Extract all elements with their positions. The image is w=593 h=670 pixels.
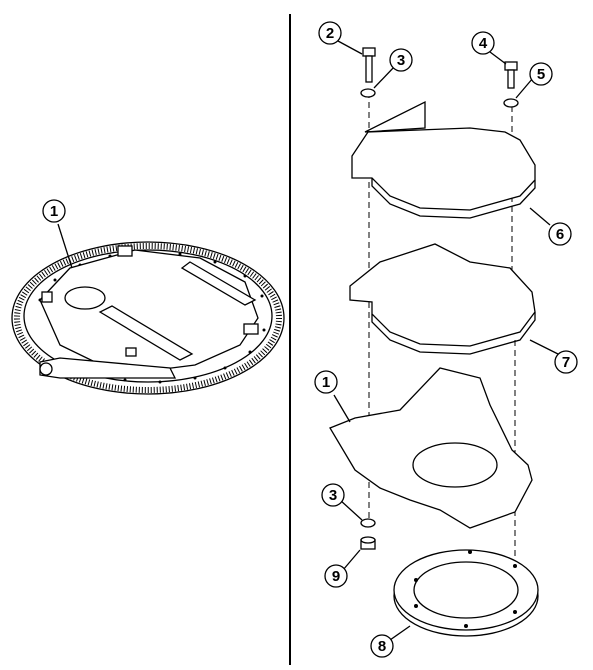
left-callout-1-label: 1 (50, 203, 58, 220)
callout-5: 5 (529, 62, 553, 86)
nut-part-9 (360, 536, 376, 550)
bolt-part-4 (504, 61, 518, 89)
callout-7-leader (529, 339, 559, 355)
arm-pivot (39, 362, 53, 376)
slide-rail (98, 305, 194, 361)
callout-3-bottom: 3 (321, 483, 345, 507)
svg-text:3: 3 (397, 52, 405, 69)
left-callout-1-circle (42, 199, 66, 223)
callout-1: 1 (314, 370, 338, 394)
bolt-part-2 (362, 47, 376, 83)
middle-plate-part-7 (349, 243, 536, 355)
callout-9-leader (342, 549, 361, 571)
ring-part-8 (393, 549, 539, 637)
knurled-ring-teeth (14, 243, 282, 393)
callout-3-top-leader (373, 65, 396, 89)
washer-part-5 (503, 98, 519, 108)
callout-2-leader (337, 40, 363, 55)
base-plate-part-1 (329, 367, 533, 529)
callout-5-leader (515, 77, 534, 99)
svg-text:1: 1 (322, 374, 330, 391)
washer-part-3-top (360, 88, 376, 98)
post-left (41, 291, 53, 303)
callout-3-bottom-leader (339, 499, 363, 521)
callout-6-leader (529, 207, 551, 226)
svg-text:2: 2 (326, 25, 334, 42)
assembled-turntable-view: 1 (11, 199, 285, 395)
washer-part-3-bottom (360, 518, 376, 528)
upper-rail (180, 261, 257, 306)
svg-text:9: 9 (332, 568, 340, 585)
exploded-view: 2 3 4 5 6 7 1 3 (314, 21, 578, 658)
left-callout-1-leader (57, 223, 73, 269)
upper-plate-part-6 (351, 100, 536, 219)
svg-text:3: 3 (329, 487, 337, 504)
callout-4: 4 (471, 31, 495, 55)
swing-arm (39, 357, 177, 379)
clip-center (125, 347, 137, 357)
callout-8-leader (389, 625, 411, 641)
bracket-right (243, 323, 259, 335)
bracket-top (117, 245, 133, 257)
callout-7: 7 (554, 350, 578, 374)
callout-2: 2 (318, 21, 342, 45)
svg-text:4: 4 (479, 35, 488, 52)
svg-text:7: 7 (562, 354, 570, 371)
svg-text:6: 6 (556, 226, 564, 243)
callout-6: 6 (548, 222, 572, 246)
callout-9: 9 (324, 564, 348, 588)
callout-8: 8 (370, 634, 394, 658)
callout-3-top: 3 (389, 48, 413, 72)
plate-hole (64, 286, 106, 310)
svg-text:5: 5 (537, 66, 545, 83)
callout-1-leader (333, 394, 351, 423)
svg-text:8: 8 (378, 638, 386, 655)
callout-4-leader (489, 51, 507, 65)
